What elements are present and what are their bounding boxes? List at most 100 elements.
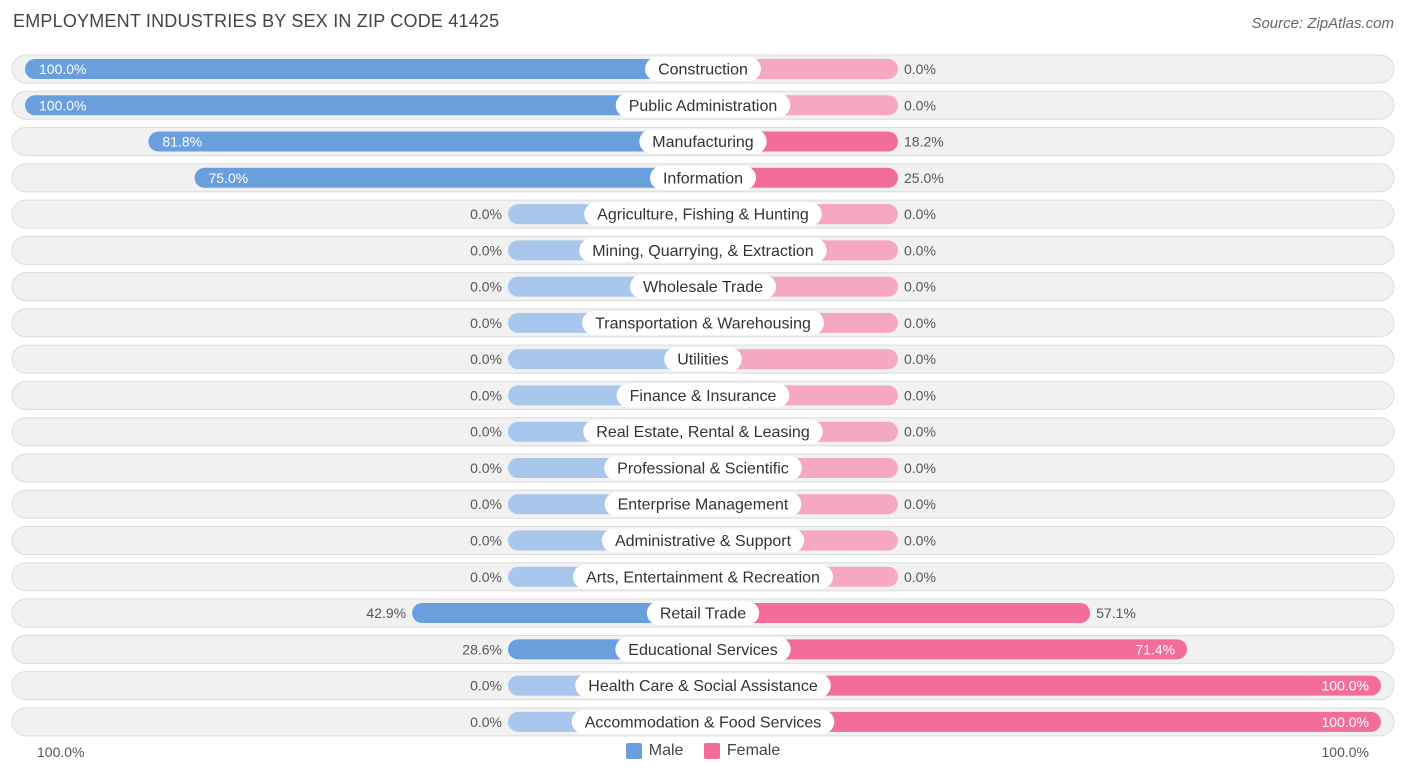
male-value-label: 0.0% [470, 387, 502, 403]
category-label: Real Estate, Rental & Leasing [596, 424, 809, 441]
male-value-label: 0.0% [470, 315, 502, 331]
female-value-label: 0.0% [904, 496, 936, 512]
female-value-label: 0.0% [904, 424, 936, 440]
bar-row: 28.6% 71.4% Educational Services [11, 634, 1395, 664]
legend-swatch-male [625, 743, 642, 759]
chart-title: EMPLOYMENT INDUSTRIES BY SEX IN ZIP CODE… [13, 11, 500, 31]
female-value-label: 71.4% [1135, 641, 1175, 657]
bar-row: 0.0% 100.0% Health Care & Social Assistanc… [11, 671, 1395, 701]
female-value-label: 0.0% [904, 97, 936, 113]
female-bar [703, 711, 1381, 732]
category-label: Educational Services [628, 642, 777, 659]
category-label: Mining, Quarrying, & Extraction [592, 243, 813, 260]
female-value-label: 100.0% [1322, 714, 1369, 730]
category-label: Wholesale Trade [643, 279, 763, 296]
category-pill [604, 455, 802, 480]
category-label: Agriculture, Fishing & Hunting [597, 207, 809, 224]
category-label: Health Care & Social Assistance [588, 678, 818, 695]
male-value-label: 75.0% [209, 170, 249, 186]
male-value-label: 0.0% [470, 714, 502, 730]
category-label: Information [663, 170, 743, 187]
female-value-label: 0.0% [904, 61, 936, 77]
bar-row: 0.0% 0.0% Mining, Quarrying, & Extraction [11, 235, 1395, 265]
male-value-label: 42.9% [366, 605, 406, 621]
bar-row: 0.0% 0.0% Finance & Insurance [11, 380, 1395, 410]
male-value-label: 0.0% [470, 351, 502, 367]
category-pill [575, 673, 831, 698]
male-value-label: 81.8% [162, 134, 202, 150]
category-label: Public Administration [629, 98, 778, 115]
category-pill [584, 202, 822, 227]
legend-item-female[interactable]: Female [703, 742, 781, 760]
bar-row: 0.0% 0.0% Transportation & Warehousing [11, 308, 1395, 338]
category-pill [582, 310, 824, 335]
female-value-label: 0.0% [904, 351, 936, 367]
female-value-label: 0.0% [904, 460, 936, 476]
bar-row: 100.0% 0.0% Public Administration [11, 90, 1395, 120]
legend-swatch-female [703, 743, 720, 759]
female-value-label: 0.0% [904, 315, 936, 331]
male-value-label: 0.0% [470, 242, 502, 258]
bar-row: 0.0% 100.0% Accommodation & Food Services [11, 707, 1395, 737]
legend-label-female: Female [726, 742, 781, 759]
category-pill [571, 709, 835, 734]
source-label: Source: ZipAtlas.com [1251, 15, 1394, 32]
male-bar [148, 131, 703, 152]
category-label: Retail Trade [660, 606, 746, 623]
category-pill [646, 601, 760, 626]
category-label: Transportation & Warehousing [595, 315, 811, 332]
axis-left-label: 100.0% [37, 744, 85, 760]
male-value-label: 0.0% [470, 279, 502, 295]
bar-row: 0.0% 0.0% Enterprise Management [11, 489, 1395, 519]
category-pill [615, 637, 791, 662]
category-pill [664, 347, 742, 372]
female-value-label: 0.0% [904, 242, 936, 258]
male-value-label: 100.0% [39, 61, 86, 77]
male-bar [508, 349, 703, 370]
female-value-label: 100.0% [1322, 678, 1369, 694]
category-label: Professional & Scientific [617, 460, 789, 477]
bar-row: 0.0% 0.0% Arts, Entertainment & Recreation [11, 562, 1395, 592]
legend-label-male: Male [648, 742, 684, 759]
male-value-label: 0.0% [470, 424, 502, 440]
bar-row: 0.0% 0.0% Administrative & Support [11, 526, 1395, 556]
category-pill [615, 93, 791, 118]
category-label: Utilities [677, 352, 729, 369]
female-value-label: 0.0% [904, 569, 936, 585]
axis-right-label: 100.0% [1321, 744, 1369, 760]
female-value-label: 0.0% [904, 279, 936, 295]
male-value-label: 0.0% [470, 569, 502, 585]
male-value-label: 0.0% [470, 533, 502, 549]
female-bar [703, 675, 1381, 696]
category-label: Administrative & Support [615, 533, 792, 550]
legend-item-male[interactable]: Male [625, 742, 684, 760]
bar-row: 100.0% 0.0% Construction [11, 54, 1395, 84]
female-value-label: 25.0% [904, 170, 944, 186]
category-pill [616, 383, 790, 408]
category-pill [629, 274, 777, 299]
female-bar [703, 603, 1091, 624]
chart-svg: 100.0% 0.0% Construction 100.0% 0.0% Public A… [11, 54, 1395, 737]
bar-row: 0.0% 0.0% Wholesale Trade [11, 272, 1395, 302]
female-value-label: 0.0% [904, 206, 936, 222]
male-bar [25, 95, 703, 116]
bar-row: 75.0% 25.0% Information [11, 163, 1395, 193]
category-pill [604, 492, 802, 517]
category-pill [573, 564, 833, 589]
bar-row: 0.0% 0.0% Agriculture, Fishing & Hunting [11, 199, 1395, 229]
category-pill [645, 57, 761, 81]
male-bar [194, 167, 703, 188]
female-value-label: 0.0% [904, 533, 936, 549]
legend: Male Female [0, 742, 1406, 764]
female-value-label: 18.2% [904, 134, 944, 150]
category-label: Arts, Entertainment & Recreation [586, 569, 820, 586]
category-pill [601, 528, 805, 553]
category-label: Finance & Insurance [630, 388, 777, 405]
bar-row: 0.0% 0.0% Utilities [11, 344, 1395, 374]
male-value-label: 0.0% [470, 678, 502, 694]
category-pill [579, 238, 827, 263]
category-label: Manufacturing [652, 134, 753, 151]
male-value-label: 0.0% [470, 496, 502, 512]
category-pill [583, 419, 823, 444]
male-value-label: 0.0% [470, 460, 502, 476]
